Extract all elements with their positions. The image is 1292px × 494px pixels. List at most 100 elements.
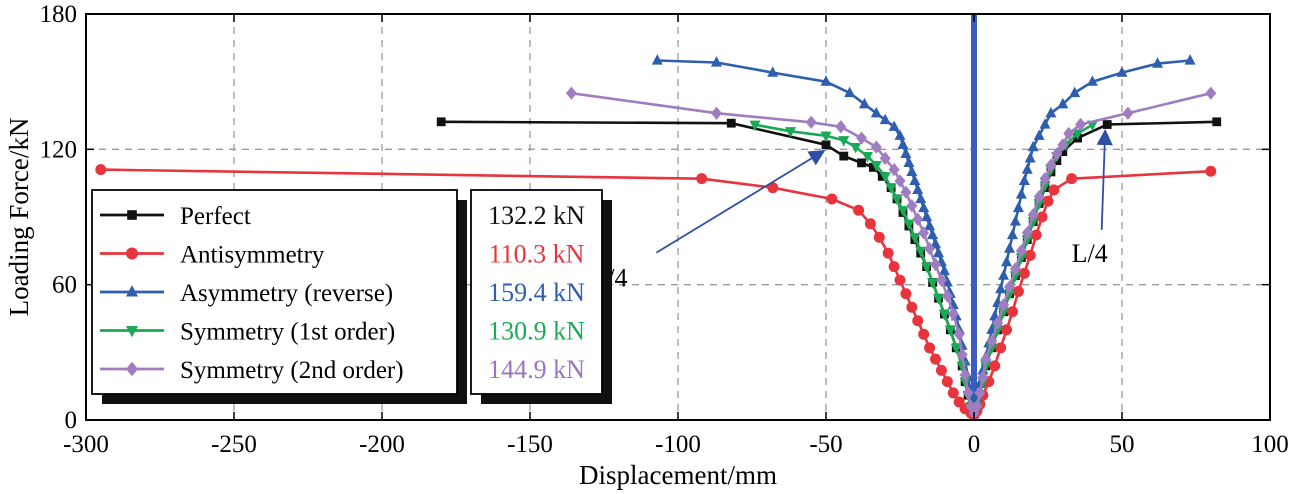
data-point — [912, 212, 924, 226]
data-point — [894, 174, 906, 188]
series-layer — [95, 54, 1222, 420]
data-point — [1063, 126, 1075, 141]
data-point — [1001, 324, 1013, 336]
data-point — [820, 131, 832, 143]
data-point — [894, 129, 906, 140]
capacity-box: 132.2 kN 110.3 kN 159.4 kN 130.9 kN 144.9 kN — [470, 189, 612, 404]
data-point — [897, 206, 909, 217]
data-point — [749, 120, 761, 132]
data-point — [882, 247, 894, 259]
data-point — [1015, 188, 1027, 199]
x-tick-label: -150 — [507, 431, 553, 458]
data-point — [856, 131, 868, 145]
data-point — [805, 115, 817, 129]
data-point — [927, 228, 939, 240]
data-point — [909, 174, 921, 186]
data-point — [821, 140, 831, 150]
data-point — [1015, 244, 1027, 258]
data-point — [932, 246, 944, 258]
series-line — [657, 59, 1191, 411]
data-point — [879, 151, 891, 165]
data-point — [980, 352, 992, 366]
data-point — [900, 147, 912, 158]
data-point — [853, 204, 865, 216]
data-point — [941, 276, 953, 287]
tick-labels: -300 -250 -200 -150 -100 -50 0 50 100 0 60 120 180 — [40, 1, 1289, 458]
data-point — [897, 138, 909, 149]
data-point — [1033, 129, 1045, 140]
data-point — [947, 387, 959, 399]
data-point — [95, 164, 107, 176]
data-point — [1069, 86, 1081, 98]
data-point — [986, 334, 998, 348]
series-symmetry-2nd-order — [565, 86, 1217, 420]
data-point — [906, 165, 918, 177]
data-point — [1205, 165, 1217, 177]
data-point — [903, 156, 915, 167]
data-point — [1039, 172, 1051, 186]
data-point — [879, 113, 891, 125]
data-point — [1012, 201, 1024, 213]
data-point — [784, 127, 796, 138]
data-point — [995, 282, 1007, 294]
annotation-arrow — [655, 149, 826, 254]
data-point — [1021, 163, 1033, 174]
data-point — [956, 347, 968, 362]
data-point — [888, 261, 900, 273]
data-point — [891, 194, 903, 206]
data-point — [1009, 215, 1021, 226]
data-point — [906, 301, 918, 313]
data-point — [977, 370, 989, 384]
data-point — [912, 315, 924, 327]
data-point — [565, 86, 577, 100]
data-point — [906, 199, 918, 213]
data-point — [974, 386, 986, 400]
data-point — [950, 343, 962, 355]
data-point — [930, 353, 942, 365]
legend-label: Symmetry (2nd order) — [180, 357, 404, 384]
data-point — [932, 294, 944, 305]
data-point — [826, 193, 838, 205]
data-point — [126, 361, 138, 377]
data-point — [894, 274, 906, 286]
data-point — [1057, 97, 1069, 109]
legend-label: Perfect — [180, 203, 251, 230]
data-point — [864, 218, 876, 230]
data-point — [1184, 54, 1196, 65]
data-point — [918, 328, 930, 340]
data-point — [941, 289, 953, 303]
x-tick-label: -50 — [809, 431, 842, 458]
data-point — [1004, 242, 1016, 253]
legend-label: Symmetry (1st order) — [180, 319, 395, 346]
data-point — [900, 288, 912, 300]
data-point — [947, 307, 959, 321]
data-point — [962, 386, 974, 400]
data-point — [1057, 138, 1069, 152]
data-point — [1045, 106, 1057, 118]
series-antisymmetry — [95, 164, 1217, 420]
data-point — [767, 182, 779, 194]
data-point — [971, 399, 983, 414]
data-point — [868, 162, 878, 172]
data-point — [924, 342, 936, 354]
series-asymmetry-reverse — [651, 54, 1196, 413]
data-point — [888, 163, 900, 177]
data-point — [915, 192, 927, 204]
axis-ticks — [85, 13, 1271, 421]
data-point — [857, 158, 866, 168]
data-point — [938, 264, 950, 276]
data-point — [1039, 118, 1051, 129]
x-tick-label: -200 — [359, 431, 405, 458]
data-point — [921, 262, 933, 273]
data-point — [938, 309, 950, 321]
data-point — [1009, 262, 1021, 276]
data-point — [900, 185, 912, 199]
data-point — [850, 142, 862, 154]
capacity-value: 130.9 kN — [488, 317, 585, 346]
data-point — [1212, 117, 1222, 127]
data-point — [1102, 120, 1112, 129]
data-point — [944, 325, 956, 337]
data-point — [1116, 66, 1128, 77]
data-point — [436, 117, 446, 127]
